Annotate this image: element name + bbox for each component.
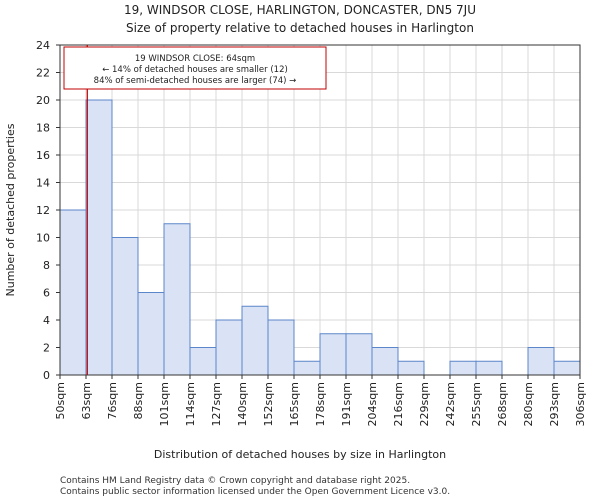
x-tick-label: 306sqm (574, 382, 587, 426)
plot-frame (59, 44, 581, 376)
bar-76sqm (111, 237, 139, 376)
x-tick-label: 293sqm (548, 382, 561, 426)
bar-255sqm (475, 360, 503, 376)
footer-line1: Contains HM Land Registry data © Crown c… (60, 476, 410, 486)
y-axis-label: Number of detached properties (4, 123, 17, 296)
x-tick-label: 204sqm (366, 382, 379, 426)
chart-title-line2: Size of property relative to detached ho… (126, 21, 474, 35)
bar-140sqm (241, 305, 269, 376)
chart-title-line1: 19, WINDSOR CLOSE, HARLINGTON, DONCASTER… (124, 3, 476, 17)
bar-178sqm (319, 333, 347, 376)
annotation-line2: ← 14% of detached houses are smaller (12… (102, 65, 288, 75)
x-tick-label: 268sqm (496, 382, 509, 426)
x-tick-label: 242sqm (444, 382, 457, 426)
x-tick-label: 127sqm (210, 382, 223, 426)
annotation-frame (63, 46, 327, 90)
x-tick-label: 101sqm (158, 382, 171, 426)
x-tick-label: 280sqm (522, 382, 535, 426)
x-tick-label: 216sqm (392, 382, 405, 426)
bars (59, 99, 581, 376)
bar-191sqm (345, 333, 373, 376)
annotation-box: 19 WINDSOR CLOSE: 64sqm ← 14% of detache… (63, 46, 327, 90)
footer-line2: Contains public sector information licen… (60, 487, 450, 497)
y-tick-label: 18 (36, 122, 50, 135)
x-tick-label: 114sqm (184, 382, 197, 426)
bar-63sqm (85, 99, 113, 376)
x-tick-label: 152sqm (262, 382, 275, 426)
x-tick-label: 88sqm (132, 382, 145, 419)
y-tick-label: 0 (43, 369, 50, 382)
x-axis-label: Distribution of detached houses by size … (154, 448, 446, 461)
x-tick-label: 63sqm (80, 382, 93, 419)
x-tick-label: 178sqm (314, 382, 327, 426)
bar-101sqm (163, 223, 191, 376)
y-tick-label: 8 (43, 259, 50, 272)
bar-216sqm (397, 360, 425, 376)
y-tick-label: 12 (36, 204, 50, 217)
y-tick-label: 4 (43, 314, 50, 327)
bar-293sqm (553, 360, 581, 376)
y-tick-label: 2 (43, 342, 50, 355)
x-tick-label: 76sqm (106, 382, 119, 419)
bar-152sqm (267, 319, 295, 376)
x-tick-label: 229sqm (418, 382, 431, 426)
x-ticks: 50sqm 63sqm 76sqm 88sqm 101sqm 114sqm 127sqm 14… (54, 375, 587, 426)
y-tick-label: 20 (36, 94, 50, 107)
bar-50sqm (59, 209, 87, 376)
y-tick-label: 6 (43, 287, 50, 300)
bar-242sqm (449, 360, 477, 376)
annotation-line1: 19 WINDSOR CLOSE: 64sqm (135, 54, 255, 64)
y-tick-label: 16 (36, 149, 50, 162)
annotation-line3: 84% of semi-detached houses are larger (… (94, 76, 297, 86)
bar-280sqm (527, 347, 555, 376)
bar-165sqm (293, 360, 321, 376)
y-tick-label: 24 (36, 39, 50, 52)
x-tick-label: 255sqm (470, 382, 483, 426)
y-tick-label: 10 (36, 232, 50, 245)
y-tick-label: 14 (36, 177, 50, 190)
bar-127sqm (215, 319, 243, 376)
x-tick-label: 191sqm (340, 382, 353, 426)
bar-88sqm (137, 292, 165, 376)
x-tick-label: 140sqm (236, 382, 249, 426)
x-tick-label: 50sqm (54, 382, 67, 419)
bar-204sqm (371, 347, 399, 376)
y-tick-label: 22 (36, 67, 50, 80)
bar-114sqm (189, 347, 217, 376)
x-tick-label: 165sqm (288, 382, 301, 426)
